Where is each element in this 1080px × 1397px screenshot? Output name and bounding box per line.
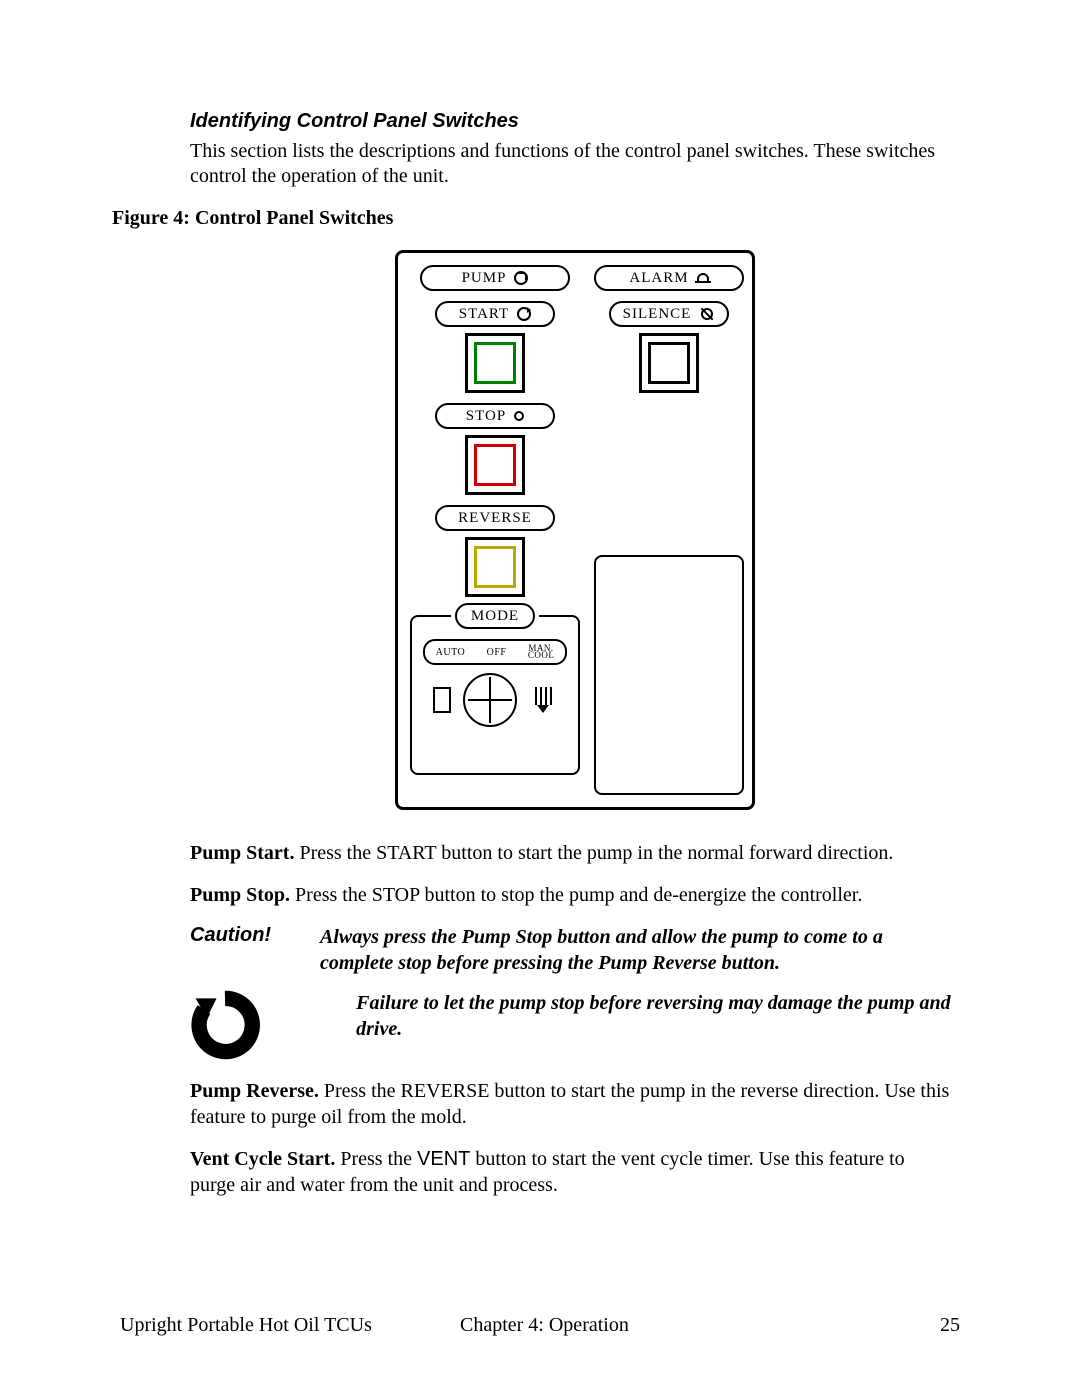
- stop-label: STOP: [435, 403, 555, 429]
- mode-indicator-left: [433, 687, 451, 713]
- stop-icon: [514, 411, 524, 421]
- footer-center: Chapter 4: Operation: [400, 1314, 900, 1337]
- mode-off: OFF: [487, 647, 507, 658]
- desc-vent-pre: Press the: [335, 1148, 417, 1170]
- mode-label: MODE: [455, 603, 535, 629]
- desc-vent: Vent Cycle Start. Press the VENT button …: [190, 1146, 950, 1198]
- reverse-label: REVERSE: [435, 505, 555, 531]
- mode-dial-row: [433, 673, 557, 727]
- silence-icon: [699, 306, 715, 322]
- mode-label-text: MODE: [471, 608, 519, 625]
- mode-selector-dial[interactable]: [463, 673, 517, 727]
- caution-row-1: Caution! Always press the Pump Stop butt…: [190, 924, 950, 976]
- pump-label-text: PUMP: [462, 270, 507, 287]
- desc-pump-start-lead: Pump Start.: [190, 842, 294, 864]
- desc-pump-stop: Pump Stop. Press the STOP button to stop…: [190, 882, 950, 908]
- mode-positions: AUTO OFF MAN. COOL: [423, 639, 567, 665]
- pump-label: PUMP: [420, 265, 570, 291]
- start-label-text: START: [459, 306, 509, 323]
- start-button[interactable]: [465, 333, 525, 393]
- footer-right: 25: [900, 1314, 960, 1337]
- desc-pump-reverse: Pump Reverse. Press the REVERSE button t…: [190, 1078, 950, 1130]
- silence-button[interactable]: [639, 333, 699, 393]
- caution-row-2: Failure to let the pump stop before reve…: [190, 990, 960, 1060]
- section-intro: This section lists the descriptions and …: [190, 139, 950, 189]
- start-label: START: [435, 301, 555, 327]
- desc-vent-lead: Vent Cycle Start.: [190, 1148, 335, 1170]
- desc-pump-start: Pump Start. Press the START button to st…: [190, 840, 950, 866]
- mode-man: MAN. COOL: [528, 645, 555, 659]
- figure-wrap: PUMP START STOP REVE: [190, 250, 960, 810]
- caution-text-1: Always press the Pump Stop button and al…: [320, 924, 950, 976]
- caution-label: Caution!: [190, 924, 300, 947]
- desc-vent-word: VENT: [417, 1148, 470, 1170]
- figure-caption: Figure 4: Control Panel Switches: [112, 207, 960, 230]
- mode-man-line2: COOL: [528, 652, 555, 659]
- page-footer: Upright Portable Hot Oil TCUs Chapter 4:…: [120, 1314, 960, 1337]
- mode-box: MODE AUTO OFF MAN. COOL: [410, 615, 580, 775]
- silence-label: SILENCE: [609, 301, 729, 327]
- control-panel: PUMP START STOP REVE: [395, 250, 755, 810]
- section-heading: Identifying Control Panel Switches: [190, 110, 960, 133]
- alarm-label: ALARM: [594, 265, 744, 291]
- footer-left: Upright Portable Hot Oil TCUs: [120, 1314, 400, 1337]
- silence-label-text: SILENCE: [623, 306, 692, 323]
- desc-pump-stop-lead: Pump Stop.: [190, 884, 290, 906]
- stop-label-text: STOP: [466, 408, 506, 425]
- reverse-label-text: REVERSE: [458, 510, 532, 527]
- panel-right-column: ALARM SILENCE: [594, 265, 744, 795]
- vent-icon: [529, 687, 557, 713]
- start-icon: [517, 307, 531, 321]
- mode-auto: AUTO: [436, 647, 466, 658]
- alarm-label-text: ALARM: [629, 270, 688, 287]
- desc-pump-start-text: Press the START button to start the pump…: [294, 842, 893, 864]
- caution-text-2: Failure to let the pump stop before reve…: [356, 990, 960, 1042]
- blank-panel: [594, 555, 744, 795]
- panel-left-column: PUMP START STOP REVE: [410, 265, 580, 795]
- reverse-button[interactable]: [465, 537, 525, 597]
- stop-button[interactable]: [465, 435, 525, 495]
- desc-pump-reverse-lead: Pump Reverse.: [190, 1080, 319, 1102]
- document-page: Identifying Control Panel Switches This …: [0, 0, 1080, 1397]
- desc-pump-stop-text: Press the STOP button to stop the pump a…: [290, 884, 862, 906]
- alarm-icon: [697, 271, 709, 285]
- caution-icon: [190, 990, 260, 1060]
- pump-icon: [514, 271, 528, 285]
